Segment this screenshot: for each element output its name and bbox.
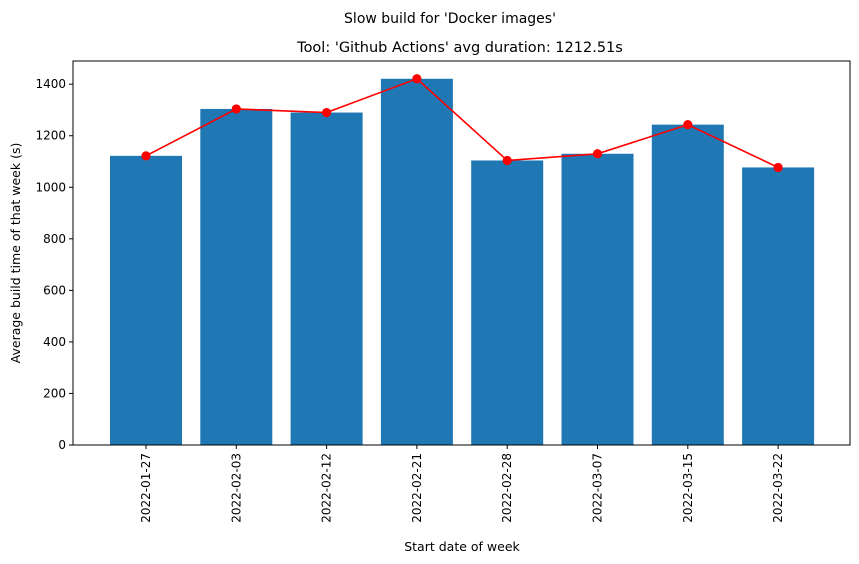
- plot-frame: [72, 60, 851, 446]
- trend-point-2022-01-27: [141, 151, 151, 161]
- trend-point-2022-02-28: [502, 155, 512, 166]
- x-tick-label: 2022-02-28: [500, 453, 514, 523]
- x-axis-ticks: 2022-01-27 2022-02-03 2022-02-12 2022-02-21…: [139, 445, 785, 523]
- trend-point-2022-03-15: [683, 120, 693, 130]
- bar-2022-03-22: [742, 167, 815, 446]
- x-tick-label: 2022-03-22: [771, 453, 785, 523]
- y-tick-label: 0: [58, 438, 66, 452]
- trend-line: [145, 77, 779, 169]
- y-axis-ticks: 0 200 400 600 800 1000 1200 1400: [35, 77, 73, 452]
- bar-2022-03-15: [651, 124, 724, 445]
- line-overlay-group: [141, 74, 783, 173]
- trend-point-2022-02-03: [231, 104, 241, 114]
- bars-group: [110, 78, 815, 446]
- y-tick-label: 1400: [35, 77, 66, 91]
- y-tick-label: 1200: [35, 129, 66, 143]
- x-tick-label: 2022-02-12: [320, 453, 334, 523]
- y-tick-label: 200: [43, 386, 66, 400]
- x-tick-label: 2022-02-03: [229, 453, 243, 523]
- y-axis-label: Average build time of that week (s): [8, 143, 23, 364]
- trend-point-2022-03-22: [773, 162, 783, 173]
- trend-point-2022-02-12: [322, 107, 332, 118]
- x-tick-label: 2022-01-27: [139, 453, 153, 523]
- y-tick-label: 800: [43, 232, 66, 246]
- bar-2022-03-07: [561, 153, 634, 446]
- chart-suptitle: Slow build for 'Docker images': [344, 11, 556, 27]
- trend-point-2022-02-21: [412, 74, 422, 84]
- x-tick-label: 2022-03-07: [591, 453, 605, 523]
- y-tick-label: 600: [43, 283, 66, 297]
- bar-2022-02-03: [200, 108, 273, 445]
- x-tick-label: 2022-03-15: [681, 453, 695, 523]
- bar-2022-02-12: [290, 112, 363, 445]
- bar-2022-02-21: [380, 78, 453, 446]
- bar-2022-01-27: [110, 155, 182, 445]
- bar-2022-02-28: [471, 160, 544, 445]
- x-axis-label: Start date of week: [404, 539, 520, 554]
- trend-point-2022-03-07: [592, 149, 603, 159]
- y-tick-label: 1000: [35, 180, 66, 194]
- y-tick-label: 400: [43, 335, 66, 349]
- chart-title: Tool: 'Github Actions' avg duration: 121…: [296, 40, 623, 56]
- x-tick-label: 2022-02-21: [410, 453, 424, 523]
